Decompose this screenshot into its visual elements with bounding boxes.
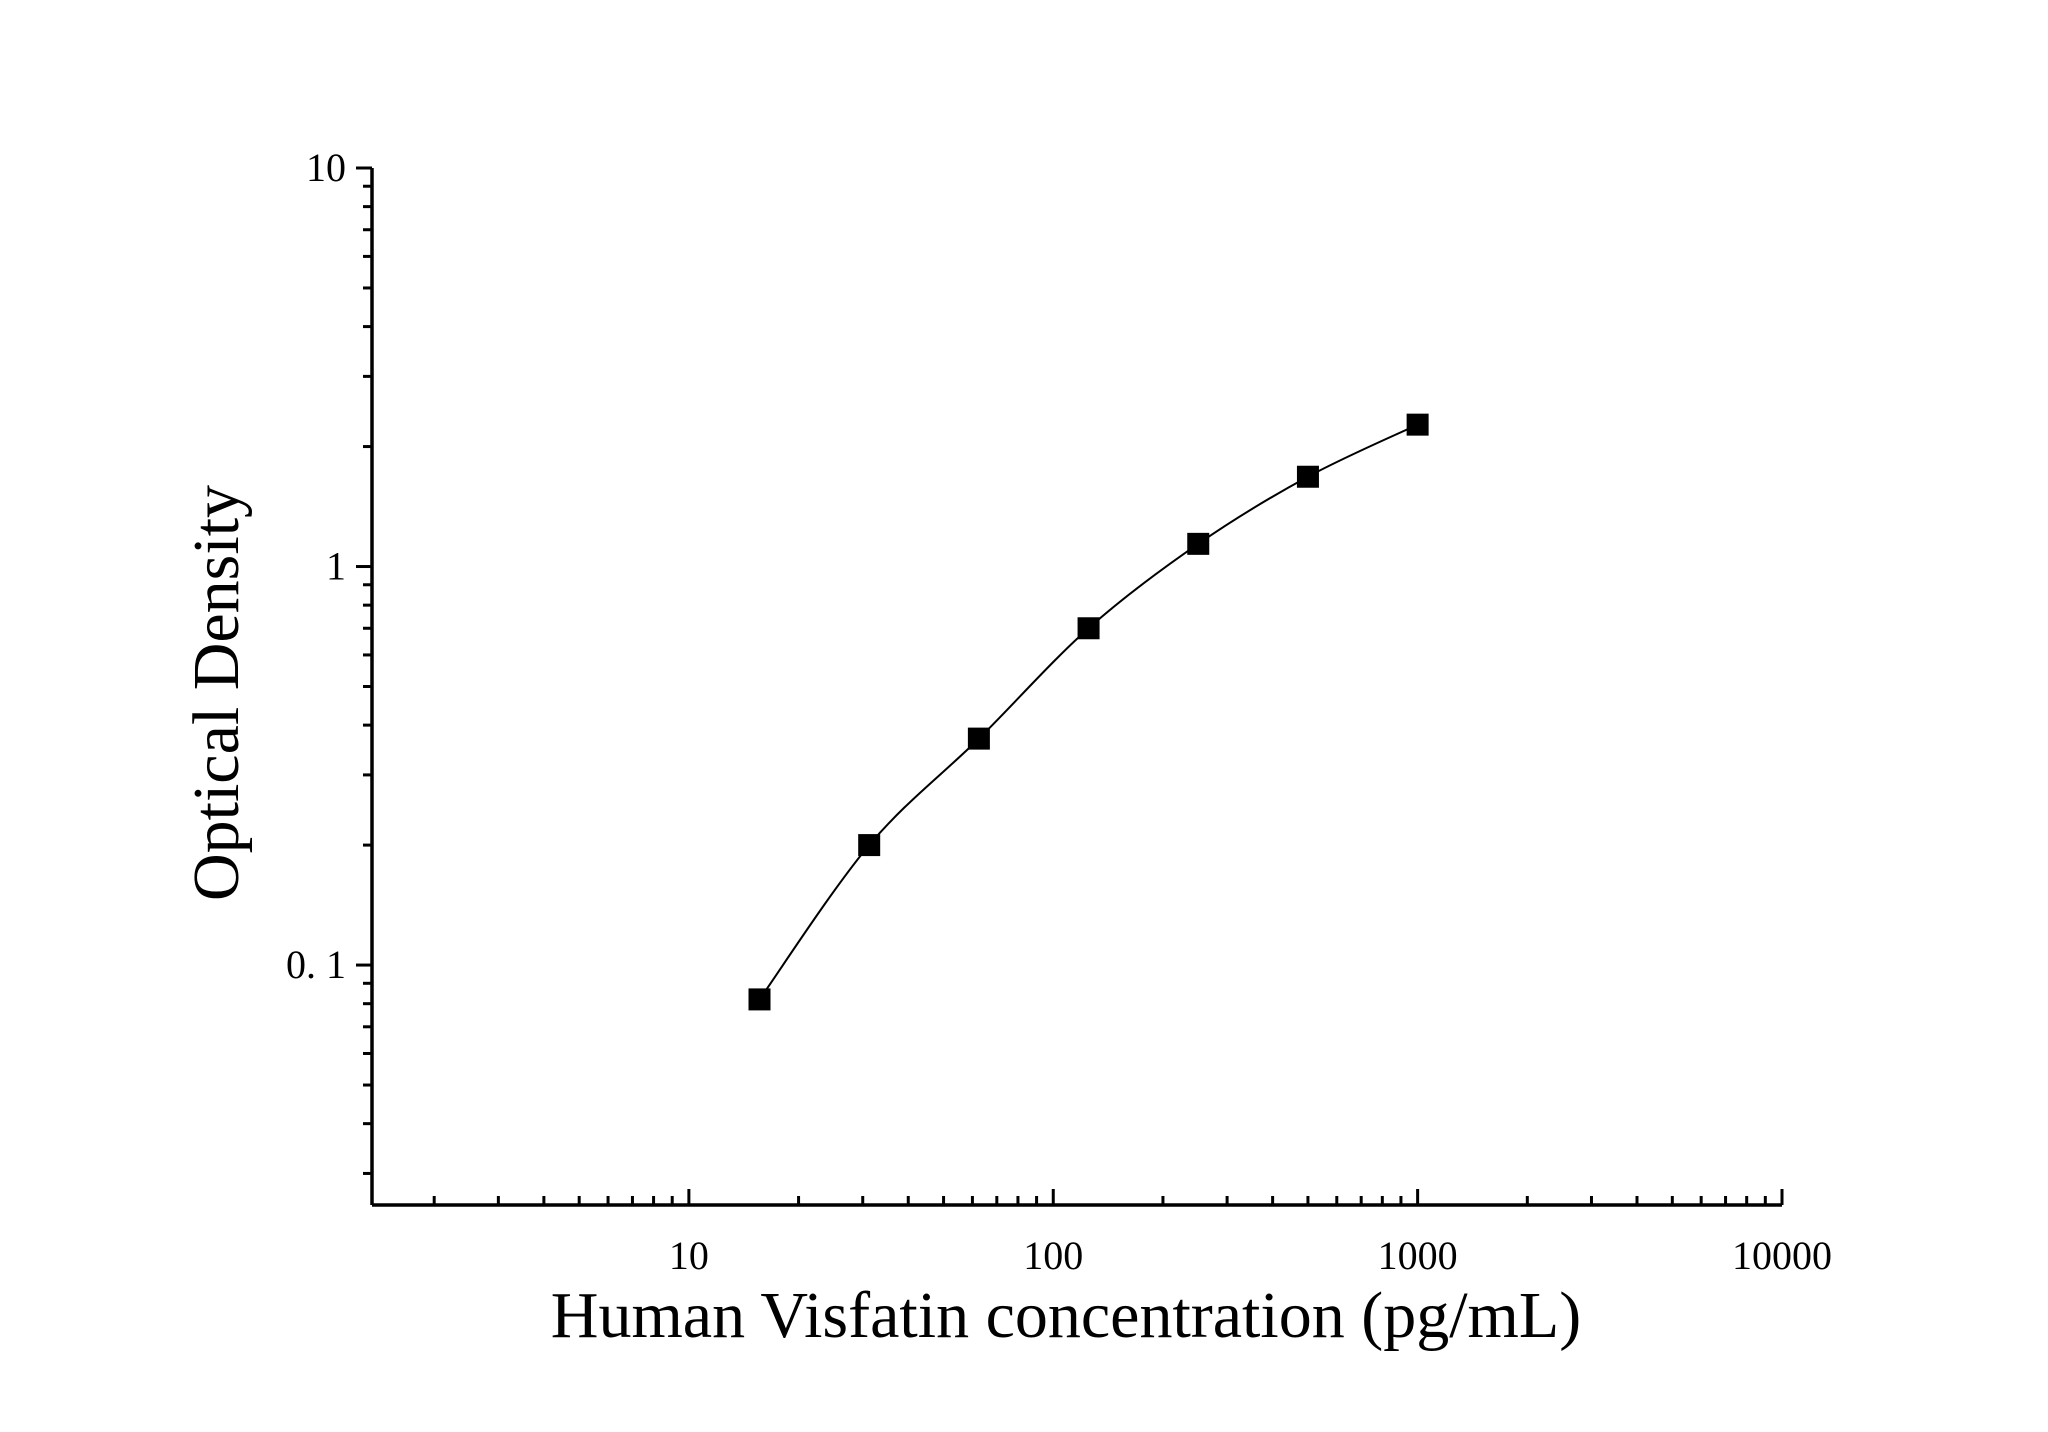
data-point (1187, 532, 1210, 555)
y-tick-label: 1 (326, 544, 346, 589)
y-tick-label: 0. 1 (286, 942, 346, 987)
data-point (1077, 617, 1100, 640)
ticks (356, 166, 1784, 1205)
data-point (858, 834, 881, 857)
x-tick-label: 10 (669, 1233, 709, 1278)
data-points (748, 413, 1429, 1011)
data-point (748, 988, 771, 1011)
fit-curve (758, 423, 1419, 1000)
y-axis-title: Optical Density (180, 485, 253, 901)
data-point (967, 727, 990, 750)
x-tick-label: 10000 (1732, 1233, 1832, 1278)
x-tick-label: 100 (1023, 1233, 1083, 1278)
axes (370, 168, 1782, 1207)
data-point (1406, 413, 1429, 436)
x-tick-label: 1000 (1378, 1233, 1458, 1278)
fit-curve-layer (758, 423, 1419, 1000)
data-point (1296, 465, 1319, 488)
x-axis-title: Human Visfatin concentration (pg/mL) (551, 1279, 1581, 1352)
tick-labels: 10 100 1000 10000 0. 1 1 10 (286, 145, 1832, 1278)
y-tick-label: 10 (306, 145, 346, 190)
